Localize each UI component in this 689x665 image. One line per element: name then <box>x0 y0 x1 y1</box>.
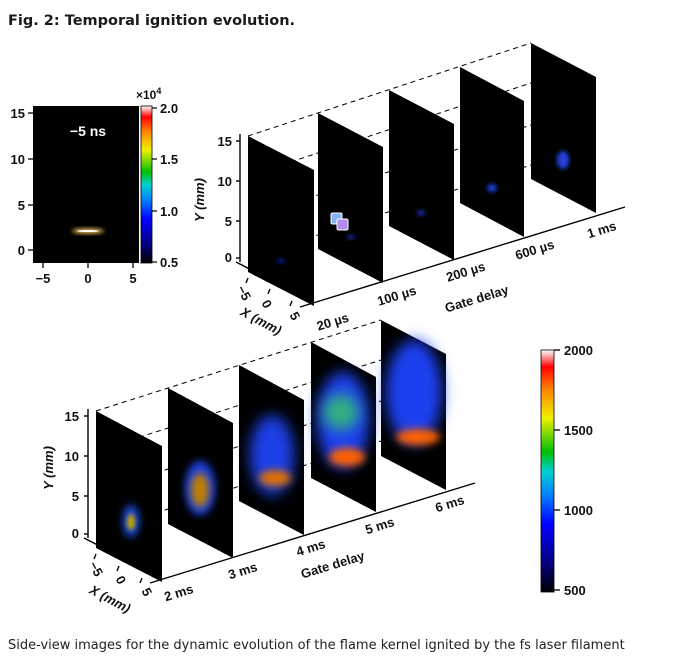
kernel-200us <box>417 210 425 216</box>
main-colorbar: 2000 1500 1000 500 <box>540 343 593 598</box>
image-slice-600us <box>460 67 524 237</box>
inset-y-tick: 0 <box>18 243 25 258</box>
top-x-tick: −5 <box>234 283 254 303</box>
bottom-delay-label: 3 ms <box>226 559 259 582</box>
inset-plot: −5 ns 15 10 5 0 −5 0 5 2.0 1.5 1.0 0.5 ×… <box>11 86 179 286</box>
top-panel-axes <box>235 134 626 308</box>
figure-caption: Side-view images for the dynamic evoluti… <box>8 638 625 653</box>
image-slice-2ms <box>96 411 162 582</box>
inset-colorbar-tick: 2.0 <box>160 101 178 116</box>
bottom-panel-axes <box>83 409 476 584</box>
kernel-20us <box>277 259 285 263</box>
kernel-5ms-front <box>329 448 365 466</box>
bottom-y-tick: 10 <box>65 449 79 464</box>
inset-colorbar-tick: 1.5 <box>160 152 178 167</box>
kernel-3ms-core <box>191 473 209 507</box>
inset-colorbar-tick: 1.0 <box>160 204 178 219</box>
top-x-tick: 5 <box>287 309 304 322</box>
bottom-x-tick: −5 <box>86 559 106 579</box>
inset-x-tick: 5 <box>129 271 136 286</box>
kernel-4ms-front <box>259 470 291 486</box>
inset-y-tick: 5 <box>18 198 25 213</box>
inset-colorbar-multiplier: ×104 <box>136 86 161 102</box>
kernel-6ms-front <box>396 429 440 445</box>
bottom-y-tick: 15 <box>65 409 79 424</box>
bottom-y-axis-label: Y (mm) <box>41 446 56 490</box>
figure-graphic: −5 ns 15 10 5 0 −5 0 5 2.0 1.5 1.0 0.5 ×… <box>11 42 626 616</box>
inset-y-axis <box>28 112 33 251</box>
image-slice-200us <box>389 90 454 260</box>
figure-title: Fig. 2: Temporal ignition evolution. <box>8 13 296 29</box>
kernel-6ms <box>386 340 442 444</box>
bottom-delay-label: 5 ms <box>363 514 396 537</box>
inset-x-axis <box>42 263 134 268</box>
top-delay-label: 200 µs <box>444 259 487 285</box>
bottom-panel-slices <box>96 320 446 582</box>
bottom-y-tick: 5 <box>72 489 79 504</box>
inset-x-tick: −5 <box>36 271 51 286</box>
bottom-delay-label: 2 ms <box>162 581 195 604</box>
top-x-tick: 0 <box>259 297 276 310</box>
top-delay-label: 100 µs <box>375 283 418 309</box>
colorbar-tick: 2000 <box>564 343 593 358</box>
bottom-delay-label: 6 ms <box>433 492 466 515</box>
kernel-100us <box>347 235 355 239</box>
top-delay-label: 20 µs <box>315 310 351 334</box>
colorbar-tick: 1000 <box>564 503 593 518</box>
kernel-600us <box>487 184 497 192</box>
kernel-5ms-mid <box>323 394 359 430</box>
inset-y-tick: 10 <box>11 152 25 167</box>
top-y-tick: 0 <box>225 250 232 265</box>
inset-colorbar-ticks <box>152 107 157 263</box>
bottom-delay-label: 4 ms <box>294 536 327 559</box>
image-slice-1ms <box>531 43 596 213</box>
bottom-x-tick: 5 <box>139 585 156 598</box>
inset-x-tick: 0 <box>84 271 91 286</box>
top-gate-axis-label: Gate delay <box>443 282 511 316</box>
top-y-tick: 10 <box>218 174 232 189</box>
top-panel-slices <box>248 43 596 306</box>
inset-colorbar-tick: 0.5 <box>160 255 178 270</box>
inset-time-label: −5 ns <box>70 123 106 139</box>
inset-filament-core <box>77 230 99 232</box>
top-y-axis-label: Y (mm) <box>192 178 207 222</box>
bottom-x-axis-label: X (mm) <box>86 582 133 616</box>
colorbar-tick: 500 <box>564 583 586 598</box>
top-panel: Y (mm) 15 10 5 0 −5 0 5 X (mm) 20 µs 100… <box>192 42 626 338</box>
bottom-x-tick: 0 <box>113 573 130 586</box>
colorbar-gradient <box>540 349 555 593</box>
inset-y-tick: 15 <box>11 106 25 121</box>
top-x-axis-label: X (mm) <box>237 304 284 338</box>
inset-image <box>33 106 139 263</box>
inset-colorbar <box>140 105 153 264</box>
bottom-panel: Y (mm) 15 10 5 0 −5 0 5 X (mm) 2 ms 3 ms… <box>41 319 476 616</box>
top-y-tick: 15 <box>218 134 232 149</box>
top-delay-label: 1 ms <box>585 218 618 241</box>
clipboard-icon[interactable] <box>330 212 349 231</box>
top-y-tick: 5 <box>225 214 232 229</box>
image-slice-100us <box>318 113 383 283</box>
kernel-1ms <box>557 151 569 169</box>
bottom-y-tick: 0 <box>72 526 79 541</box>
kernel-2ms-core <box>127 514 135 530</box>
top-delay-label: 600 µs <box>513 237 556 263</box>
colorbar-tick: 1500 <box>564 423 593 438</box>
image-slice-20us <box>248 136 314 306</box>
